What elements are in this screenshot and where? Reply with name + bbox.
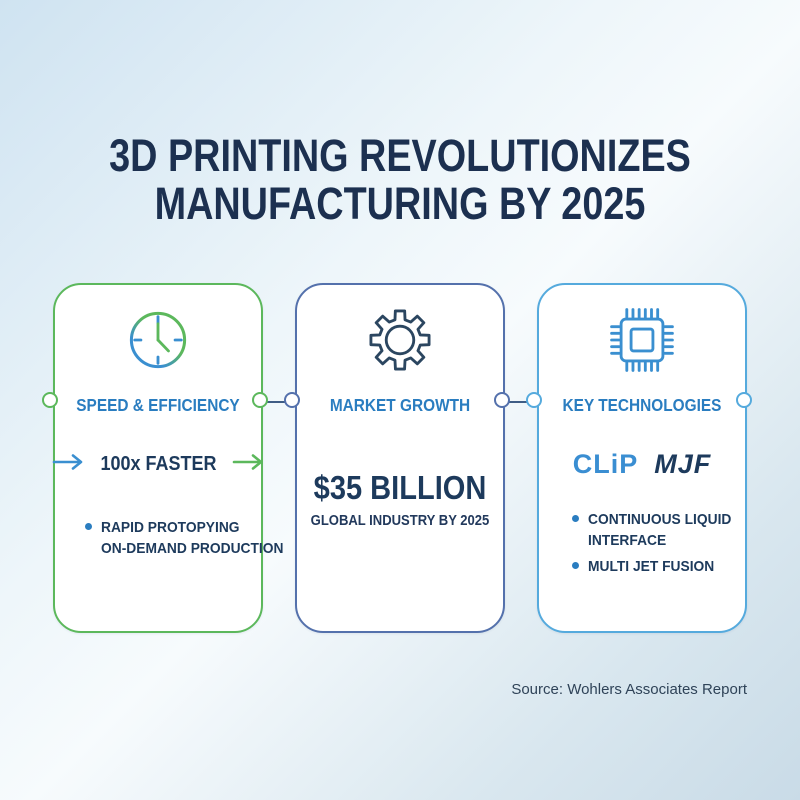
card2-stat-value: $35 BILLION bbox=[313, 469, 487, 506]
card3-bullet2-text: MULTI JET FUSION bbox=[588, 556, 714, 577]
connector-node bbox=[252, 392, 268, 408]
card2-icon-row bbox=[297, 301, 503, 383]
bullet-dot-icon bbox=[572, 515, 579, 522]
card-market-growth: MARKET GROWTH $35 BILLION GLOBAL INDUSTR… bbox=[295, 283, 505, 633]
connector-line-2-3 bbox=[505, 401, 537, 404]
card1-icon-row bbox=[55, 301, 261, 383]
card3-icon-row bbox=[539, 301, 745, 383]
card1-highlight-row: 100x FASTER bbox=[52, 453, 263, 476]
card-speed-efficiency: SPEED & EFFICIENCY 100x FASTER RAPID bbox=[52, 283, 283, 633]
source-attribution: Source: Wohlers Associates Report bbox=[511, 681, 747, 698]
list-item: MULTI JET FUSION bbox=[572, 556, 731, 577]
card3-bullet1-text: CONTINUOUS LIQUID INTERFACE bbox=[588, 509, 731, 551]
clip-logo: CLiP bbox=[572, 449, 639, 479]
list-item: RAPID PROTOPYING ON-DEMAND PRODUCTION bbox=[85, 517, 283, 559]
card1-bullet-line1: RAPID PROTOPYING bbox=[101, 519, 240, 536]
connector-node bbox=[526, 392, 542, 408]
connector-node bbox=[42, 392, 58, 408]
card3-title: KEY TECHNOLOGIES bbox=[562, 395, 722, 415]
connector-node bbox=[494, 392, 510, 408]
page-title: 3D PRINTING REVOLUTIONIZES MANUFACTURING… bbox=[64, 130, 736, 230]
chip-icon bbox=[604, 302, 680, 383]
arrow-right-green-icon bbox=[231, 453, 265, 476]
clock-icon bbox=[120, 302, 196, 383]
bullet-dot-icon bbox=[85, 523, 92, 530]
card3-bullet-list: CONTINUOUS LIQUID INTERFACE MULTI JET FU… bbox=[572, 509, 731, 577]
list-item: CONTINUOUS LIQUID INTERFACE bbox=[572, 509, 731, 551]
card2-stat-caption: GLOBAL INDUSTRY BY 2025 bbox=[310, 513, 490, 529]
card3-bullet1-line2: INTERFACE bbox=[588, 532, 667, 549]
card3-bullet2-line1: MULTI JET FUSION bbox=[588, 558, 715, 575]
gear-icon bbox=[362, 302, 438, 383]
page-title-line2: MANUFACTURING BY 2025 bbox=[154, 178, 646, 230]
card-key-technologies: KEY TECHNOLOGIES CLiP MJF CONTINUOUS LIQ… bbox=[537, 283, 747, 633]
connector-node bbox=[284, 392, 300, 408]
connector-node bbox=[736, 392, 752, 408]
card1-highlight: 100x FASTER bbox=[99, 453, 217, 475]
card1-title: SPEED & EFFICIENCY bbox=[76, 395, 240, 415]
card1-bullet-text: RAPID PROTOPYING ON-DEMAND PRODUCTION bbox=[101, 517, 283, 559]
bullet-dot-icon bbox=[572, 562, 579, 569]
card3-logos-row: CLiP MJF bbox=[539, 449, 745, 480]
arrow-right-blue-icon bbox=[51, 453, 85, 476]
connector-line-1-2 bbox=[263, 401, 295, 404]
card1-bullet-list: RAPID PROTOPYING ON-DEMAND PRODUCTION bbox=[85, 517, 283, 559]
card3-bullet1-line1: CONTINUOUS LIQUID bbox=[588, 511, 732, 528]
page-title-line1: 3D PRINTING REVOLUTIONIZES bbox=[109, 130, 691, 181]
mjf-logo: MJF bbox=[654, 449, 712, 479]
card1-bullet-line2: ON-DEMAND PRODUCTION bbox=[101, 540, 284, 557]
card2-title: MARKET GROWTH bbox=[329, 395, 471, 415]
